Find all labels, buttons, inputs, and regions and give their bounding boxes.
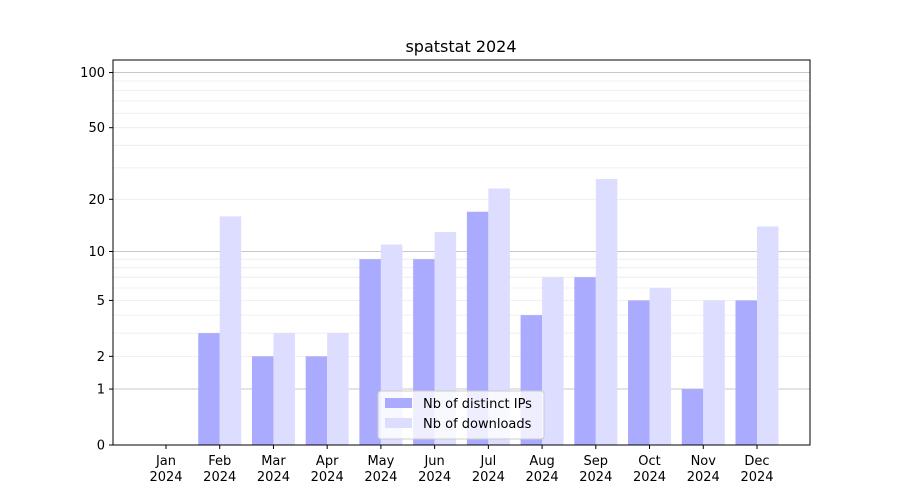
y-tick-label: 5 xyxy=(97,294,105,309)
bar-ips xyxy=(359,259,381,445)
x-tick-label: Feb 2024 xyxy=(203,454,236,485)
x-tick-label: Jun 2024 xyxy=(418,454,451,485)
bar-ips xyxy=(305,356,328,445)
y-tick-label: 50 xyxy=(88,121,105,136)
x-tick-label: Dec 2024 xyxy=(740,454,773,485)
x-tick-label: Mar 2024 xyxy=(257,454,290,485)
legend-label: Nb of downloads xyxy=(423,417,532,432)
x-tick-label: Aug 2024 xyxy=(526,454,559,485)
bar-ips xyxy=(681,389,704,445)
chart-title: spatstat 2024 xyxy=(405,37,516,56)
bar-ips xyxy=(735,300,757,445)
x-tick-label: Jul 2024 xyxy=(472,454,505,485)
y-tick-label: 20 xyxy=(88,193,105,208)
bar-downloads xyxy=(273,333,295,445)
y-tick-label: 1 xyxy=(97,383,105,398)
bar-downloads xyxy=(757,226,779,445)
y-tick-label: 10 xyxy=(88,245,105,260)
legend-label: Nb of distinct IPs xyxy=(423,397,532,412)
x-tick-label: Apr 2024 xyxy=(311,454,344,485)
bar-ips xyxy=(251,356,274,445)
bar-ips xyxy=(574,277,596,445)
bar-ips xyxy=(628,300,650,445)
x-tick-label: Sep 2024 xyxy=(579,454,612,485)
y-tick-label: 100 xyxy=(80,66,105,81)
bar-ips xyxy=(198,333,220,445)
bar-downloads xyxy=(595,179,618,446)
bar-downloads xyxy=(219,216,242,445)
legend-swatch xyxy=(385,398,412,408)
bar-downloads xyxy=(703,300,725,445)
x-tick-label: May 2024 xyxy=(364,454,397,485)
bar-downloads xyxy=(649,287,672,445)
x-tick-label: Nov 2024 xyxy=(687,454,720,485)
bar-downloads xyxy=(542,277,564,445)
y-tick-label: 2 xyxy=(97,350,105,365)
bar-downloads xyxy=(327,333,349,445)
bar-ips xyxy=(466,211,489,445)
x-tick-label: Jan 2024 xyxy=(149,454,182,485)
bar-downloads xyxy=(488,188,510,445)
plot-frame xyxy=(112,59,811,446)
y-tick-label: 0 xyxy=(97,439,105,454)
x-tick-label: Oct 2024 xyxy=(633,454,666,485)
legend-box xyxy=(377,390,545,440)
legend-swatch xyxy=(385,418,412,428)
